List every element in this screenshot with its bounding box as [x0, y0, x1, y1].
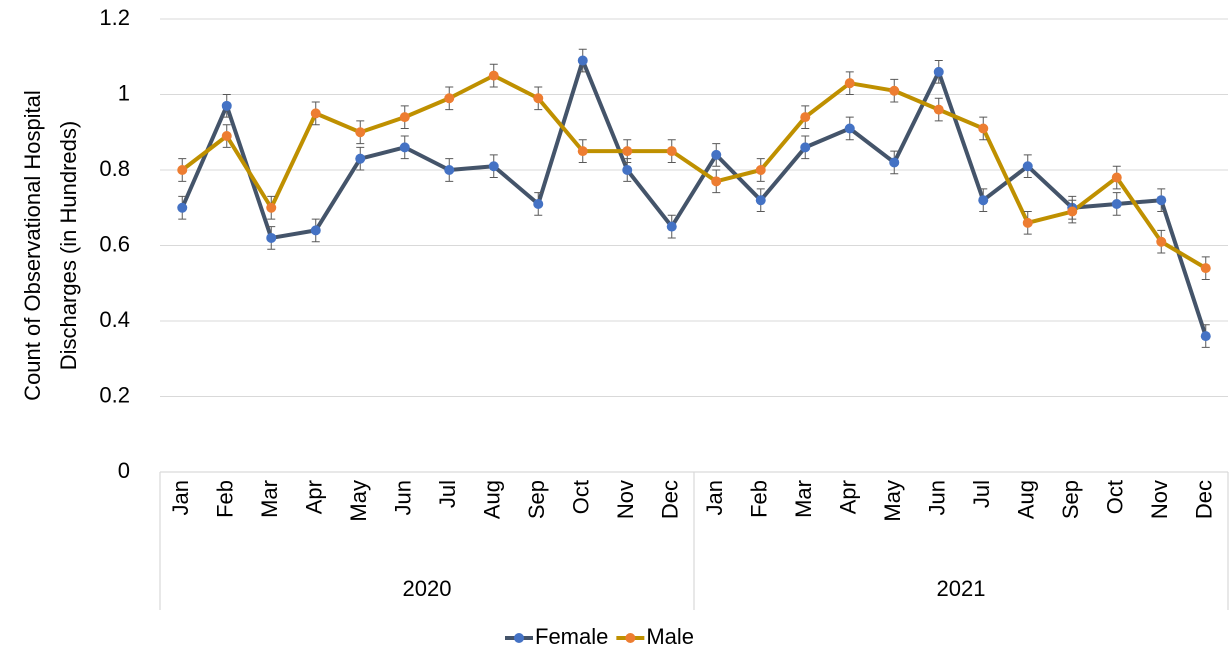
- marker: [1022, 161, 1033, 172]
- legend-marker: [514, 633, 524, 643]
- marker: [1111, 198, 1122, 209]
- x-tick-label: Apr: [836, 480, 861, 514]
- x-tick-label: Jul: [435, 480, 460, 508]
- marker: [266, 202, 277, 213]
- marker: [1156, 236, 1167, 247]
- marker: [488, 70, 499, 81]
- legend-label: Female: [535, 624, 608, 649]
- marker: [755, 195, 766, 206]
- marker: [533, 198, 544, 209]
- x-tick-label: Sep: [1058, 480, 1083, 519]
- marker: [844, 78, 855, 89]
- marker: [221, 100, 232, 111]
- marker: [221, 131, 232, 142]
- marker: [711, 149, 722, 160]
- x-tick-label: Feb: [747, 480, 772, 518]
- marker: [1067, 206, 1078, 217]
- x-tick-label: Nov: [613, 480, 638, 519]
- marker: [577, 55, 588, 66]
- marker: [310, 225, 321, 236]
- marker: [266, 232, 277, 243]
- x-tick-label: Jun: [391, 480, 416, 515]
- x-tick-label: Aug: [1014, 480, 1039, 519]
- marker: [355, 153, 366, 164]
- x-tick-label: Jan: [702, 480, 727, 515]
- marker: [444, 165, 455, 175]
- y-tick-label: 1: [118, 80, 130, 105]
- x-tick-label: Oct: [569, 480, 594, 514]
- marker: [1156, 195, 1167, 206]
- marker: [933, 66, 944, 77]
- marker: [577, 146, 588, 157]
- marker: [800, 142, 811, 153]
- x-tick-label: May: [346, 480, 371, 522]
- x-tick-label: Mar: [257, 480, 282, 518]
- marker: [622, 165, 633, 175]
- marker: [889, 157, 900, 168]
- marker: [310, 108, 321, 119]
- x-tick-label: May: [880, 480, 905, 522]
- y-tick-label: 0.2: [99, 382, 130, 407]
- x-tick-label: Jun: [925, 480, 950, 515]
- marker: [1200, 263, 1211, 274]
- marker: [1111, 172, 1122, 183]
- marker: [933, 104, 944, 115]
- series-line: [180, 58, 1208, 337]
- y-axis-label: Count of Observational Hospital: [20, 90, 45, 401]
- legend-marker: [625, 633, 636, 643]
- marker: [666, 146, 677, 157]
- x-tick-label: Jul: [969, 480, 994, 508]
- x-tick-label: Dec: [1192, 480, 1217, 519]
- marker: [177, 165, 188, 175]
- marker: [978, 123, 989, 134]
- marker: [622, 146, 633, 157]
- marker: [889, 85, 900, 96]
- y-tick-label: 0.8: [99, 156, 130, 181]
- marker: [1200, 331, 1211, 342]
- x-tick-label: Sep: [524, 480, 549, 519]
- marker: [533, 93, 544, 104]
- x-tick-label: Aug: [480, 480, 505, 519]
- x-tick-label: Dec: [658, 480, 683, 519]
- marker: [755, 165, 766, 175]
- series-line: [181, 73, 1207, 270]
- marker: [666, 221, 677, 232]
- x-tick-label: Mar: [791, 480, 816, 518]
- x-tick-label: Jan: [168, 480, 193, 515]
- y-axis-label: Discharges (in Hundreds): [56, 121, 81, 370]
- x-tick-label: Nov: [1147, 480, 1172, 519]
- marker: [978, 195, 989, 206]
- marker: [844, 123, 855, 134]
- legend-label: Male: [646, 624, 694, 649]
- y-tick-label: 1.2: [99, 5, 130, 30]
- year-label: 2020: [403, 576, 452, 601]
- x-tick-label: Feb: [213, 480, 238, 518]
- marker: [800, 112, 811, 123]
- marker: [399, 142, 410, 153]
- marker: [177, 202, 188, 213]
- y-tick-label: 0: [118, 458, 130, 483]
- y-tick-label: 0.6: [99, 231, 130, 256]
- x-tick-label: Oct: [1103, 480, 1128, 514]
- year-label: 2021: [937, 576, 986, 601]
- x-tick-label: Apr: [302, 480, 327, 514]
- y-tick-label: 0.4: [99, 307, 130, 332]
- marker: [711, 176, 722, 187]
- marker: [1022, 217, 1033, 228]
- marker: [488, 161, 499, 172]
- marker: [444, 93, 455, 104]
- marker: [399, 112, 410, 123]
- marker: [355, 127, 366, 138]
